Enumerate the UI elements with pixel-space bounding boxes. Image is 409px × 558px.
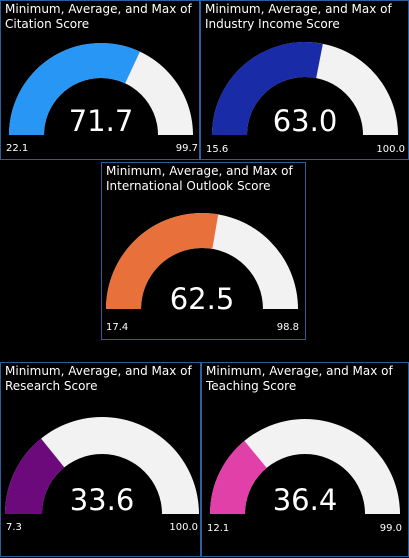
gauge-value-label: 62.5 <box>170 282 235 316</box>
gauge-value-arc <box>212 42 323 135</box>
gauge-value-label: 71.7 <box>69 104 134 138</box>
gauge-card-industry-income: Minimum, Average, and Max of Industry In… <box>200 0 409 160</box>
gauge-title: Minimum, Average, and Max of Internation… <box>106 164 293 193</box>
gauge-value-arc <box>9 43 140 136</box>
gauge-chart: 63.0 15.6 100.0 <box>206 42 405 155</box>
gauge-card-citation: Minimum, Average, and Max of Citation Sc… <box>0 0 200 160</box>
gauge-card-international-outlook: Minimum, Average, and Max of Internation… <box>101 162 306 340</box>
gauge-track-arc <box>210 419 400 514</box>
gauge-value-label: 33.6 <box>70 483 135 517</box>
gauge-title: Minimum, Average, and Max of Research Sc… <box>5 364 192 393</box>
gauge-track-arc <box>5 417 199 514</box>
gauge-value-arc <box>210 440 267 514</box>
gauge-min-label: 15.6 <box>206 144 228 155</box>
gauge-value-label: 36.4 <box>273 483 338 517</box>
gauge-value-arc <box>106 212 219 309</box>
gauge-value-label: 63.0 <box>273 104 338 138</box>
gauge-title: Minimum, Average, and Max of Industry In… <box>205 2 392 31</box>
gauge-chart: 62.5 17.4 98.8 <box>106 212 299 333</box>
gauge-title: Minimum, Average, and Max of Citation Sc… <box>5 2 192 31</box>
gauge-value-arc <box>5 438 65 514</box>
gauge-card-research: Minimum, Average, and Max of Research Sc… <box>0 362 201 557</box>
gauge-min-label: 22.1 <box>6 143 28 154</box>
gauge-min-label: 12.1 <box>207 523 229 534</box>
gauge-title: Minimum, Average, and Max of Teaching Sc… <box>206 364 393 393</box>
gauge-max-label: 100.0 <box>376 144 405 155</box>
gauge-max-label: 99.7 <box>176 143 198 154</box>
gauge-chart: 71.7 22.1 99.7 <box>6 43 198 154</box>
gauge-max-label: 98.8 <box>277 322 299 333</box>
gauge-max-label: 99.0 <box>380 523 402 534</box>
gauge-chart: 33.6 7.3 100.0 <box>5 417 199 533</box>
gauge-max-label: 100.0 <box>169 522 198 533</box>
gauge-min-label: 7.3 <box>6 522 22 533</box>
gauge-chart: 36.4 12.1 99.0 <box>207 419 402 534</box>
gauge-min-label: 17.4 <box>106 322 128 333</box>
gauge-card-teaching: Minimum, Average, and Max of Teaching Sc… <box>201 362 409 557</box>
